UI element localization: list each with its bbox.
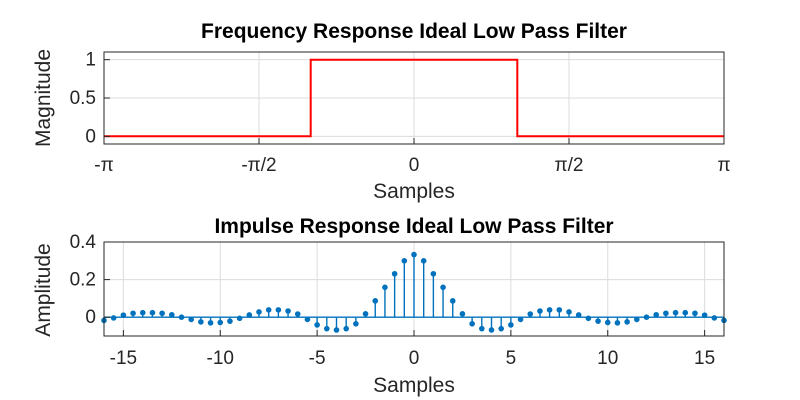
stem-marker — [430, 270, 437, 277]
stem-marker — [314, 322, 320, 328]
stem-marker — [236, 315, 243, 322]
stem-marker — [246, 312, 253, 318]
stem-marker — [120, 312, 127, 318]
stem-marker — [159, 310, 165, 317]
stem-marker — [139, 309, 146, 316]
stem-marker — [537, 308, 543, 314]
stem-marker — [653, 311, 659, 318]
stem-marker — [275, 307, 282, 313]
x-tick-label: -π/2 — [241, 155, 276, 176]
x-tick-label: -5 — [309, 348, 326, 369]
stem-marker — [372, 298, 379, 304]
stem-marker — [382, 284, 388, 291]
stem-marker — [663, 310, 669, 317]
stem-marker — [207, 320, 214, 326]
stem-marker — [575, 312, 582, 318]
stem-marker — [324, 325, 330, 332]
stem-marker — [556, 307, 563, 313]
stem-marker — [517, 316, 524, 323]
y-tick-label: 0.5 — [70, 88, 96, 109]
x-tick-label: π/2 — [555, 155, 584, 176]
stem-marker — [188, 316, 194, 323]
stem-marker — [595, 318, 601, 324]
x-tick-label: -15 — [110, 348, 137, 369]
x-tick-label: 15 — [694, 348, 715, 369]
frequency-x-axis-label: Samples — [373, 180, 455, 203]
stem-marker — [391, 270, 398, 277]
axes-border — [103, 51, 725, 145]
x-tick-label: π — [717, 155, 730, 176]
impulse-y-axis-label: Amplitude — [32, 243, 55, 336]
stem-marker — [701, 312, 708, 318]
stem-marker — [304, 316, 311, 323]
impulse-series — [101, 251, 727, 333]
frequency-y-axis-label: Magnitude — [32, 49, 55, 147]
stem-marker — [546, 307, 553, 313]
stem-marker — [449, 298, 456, 304]
stem-marker — [624, 319, 630, 325]
y-tick-label: 0 — [85, 307, 96, 328]
stem-marker — [217, 319, 224, 326]
stem-marker — [401, 258, 408, 264]
stem-marker — [333, 327, 340, 333]
y-tick-label: 0.4 — [70, 232, 97, 253]
stem-marker — [459, 311, 466, 317]
stem-marker — [227, 318, 233, 324]
stem-marker — [488, 327, 495, 333]
stem-marker — [178, 314, 185, 321]
x-tick-label: 0 — [409, 155, 420, 176]
stem-marker — [169, 311, 175, 318]
axes-border — [103, 241, 725, 337]
stem-marker — [682, 309, 689, 316]
stem-marker — [604, 319, 611, 326]
stem-marker — [265, 307, 272, 313]
stem-marker — [585, 315, 592, 322]
stem-marker — [353, 320, 359, 327]
impulse-response-axes: -15 -10 -5 0 5 10 15 0 0.2 0.4 Impulse Response … — [32, 215, 727, 397]
impulse-y-ticks: 0 0.2 0.4 — [70, 232, 110, 328]
stem-marker — [469, 320, 475, 327]
stem-marker — [672, 309, 679, 316]
stem-marker — [420, 258, 427, 264]
stem-marker — [566, 309, 572, 315]
frequency-response-axes: -π -π/2 0 π/2 π 00.51 Frequency Response Ide… — [32, 20, 731, 203]
stem-marker — [198, 319, 204, 325]
stem-marker — [508, 322, 514, 328]
y-tick-label: 0 — [85, 126, 96, 147]
stem-marker — [149, 309, 156, 316]
stem-marker — [343, 325, 349, 332]
stem-marker — [294, 311, 301, 317]
stem-marker — [692, 310, 698, 317]
x-tick-label: 10 — [597, 348, 618, 369]
frequency-chart-title: Frequency Response Ideal Low Pass Filter — [201, 20, 627, 43]
stem-marker — [362, 311, 369, 317]
y-tick-label: 0.2 — [70, 270, 96, 291]
impulse-x-axis-label: Samples — [373, 374, 455, 397]
x-tick-label: -π — [94, 155, 113, 176]
stem-marker — [411, 251, 417, 258]
x-tick-label: -10 — [207, 348, 234, 369]
x-tick-label: 0 — [409, 348, 420, 369]
stem-marker — [643, 314, 650, 321]
impulse-x-ticks: -15 -10 -5 0 5 10 15 — [110, 330, 715, 369]
stem-marker — [130, 310, 136, 317]
stem-marker — [440, 284, 446, 291]
stem-marker — [110, 315, 117, 321]
stem-marker — [614, 320, 621, 326]
stem-marker — [256, 309, 262, 315]
frequency-y-ticks: 00.51 — [70, 50, 110, 147]
stem-marker — [498, 325, 504, 332]
impulse-chart-title: Impulse Response Ideal Low Pass Filter — [214, 215, 613, 238]
stem-marker — [285, 308, 291, 314]
stem-marker — [479, 325, 485, 332]
y-tick-label: 1 — [85, 50, 96, 71]
stem-marker — [711, 315, 718, 321]
magnitude-line — [104, 58, 724, 138]
stem-marker — [527, 311, 534, 317]
stem-marker — [634, 316, 640, 323]
frequency-series — [104, 58, 724, 138]
x-tick-label: 5 — [506, 348, 517, 369]
